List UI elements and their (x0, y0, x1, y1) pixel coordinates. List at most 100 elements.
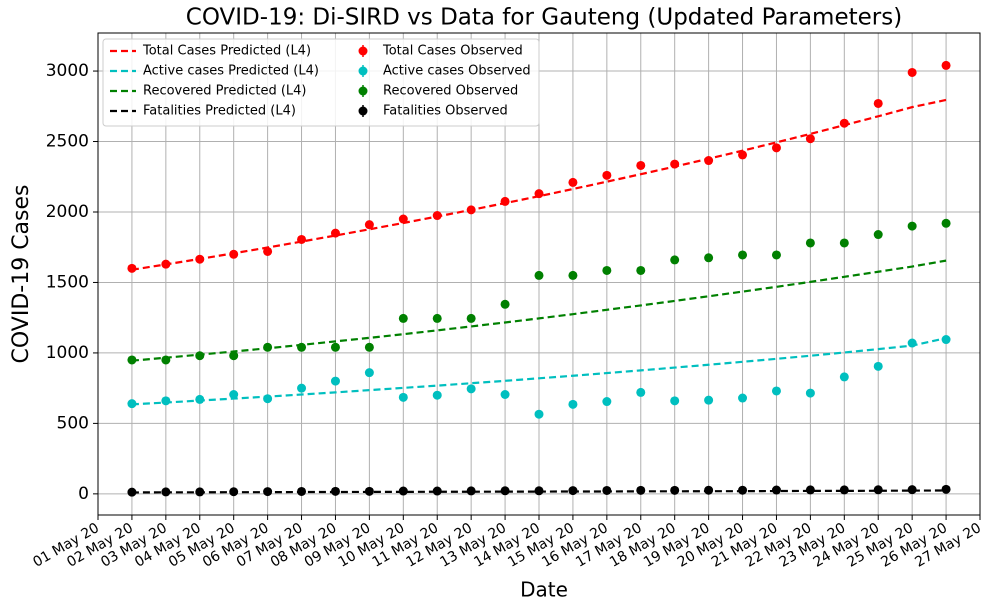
y-tick-label: 0 (78, 484, 89, 504)
observed-point (771, 386, 781, 396)
plot-frame (97, 32, 981, 516)
observed-point (907, 67, 917, 77)
observed-point (466, 313, 476, 323)
observed-point (263, 342, 273, 352)
observed-point (873, 485, 883, 495)
legend-swatch (358, 86, 368, 96)
observed-point (127, 399, 137, 409)
legend-label: Active cases Predicted (L4) (143, 64, 319, 79)
observed-point (364, 220, 374, 230)
observed-point (297, 234, 307, 244)
legend-box (102, 38, 540, 127)
observed-point (432, 313, 442, 323)
y-tick-label: 500 (57, 413, 89, 433)
legend: Total Cases Predicted (L4) Active cases P… (102, 38, 540, 127)
observed-point (602, 265, 612, 275)
observed-point (907, 221, 917, 231)
legend-label: Recovered Observed (383, 84, 518, 99)
observed-point (229, 351, 239, 361)
observed-point (229, 390, 239, 399)
observed-point (534, 189, 544, 199)
observed-point (670, 485, 680, 495)
observed-point (738, 250, 748, 260)
observed-point (771, 485, 781, 495)
observed-point (771, 250, 781, 260)
observed-point (330, 228, 340, 238)
legend-label: Recovered Predicted (L4) (143, 84, 307, 99)
observed-point (568, 177, 578, 187)
observed-point (805, 238, 815, 248)
observed-point (907, 338, 917, 348)
observed-point (805, 388, 815, 398)
observed-point (534, 486, 544, 496)
y-tick-label: 2000 (46, 202, 89, 222)
observed-point (297, 486, 307, 496)
observed-point (941, 335, 951, 345)
legend-label: Total Cases Predicted (L4) (142, 44, 311, 59)
observed-point (771, 143, 781, 153)
observed-point (602, 485, 612, 495)
observed-point (704, 253, 714, 263)
observed-point (670, 396, 680, 406)
observed-point (398, 214, 408, 224)
observed-point (670, 159, 680, 169)
observed-point (670, 255, 680, 265)
observed-point (263, 246, 273, 256)
observed-point (941, 484, 951, 494)
observed-point (127, 355, 137, 365)
observed-point (839, 485, 849, 495)
observed-point (195, 254, 205, 264)
observed-point (432, 390, 442, 400)
observed-point (534, 409, 544, 419)
observed-point (602, 170, 612, 180)
observed-point (873, 230, 883, 240)
x-axis-label: Date (520, 578, 568, 602)
observed-point (229, 487, 239, 497)
observed-point (229, 249, 239, 259)
observed-point (330, 342, 340, 352)
observed-point (297, 342, 307, 352)
observed-point (839, 118, 849, 128)
observed-point (364, 342, 374, 352)
observed-point (636, 387, 646, 397)
observed-point (907, 485, 917, 495)
observed-point (602, 397, 612, 407)
observed-point (568, 270, 578, 280)
observed-point (636, 160, 646, 170)
observed-point (195, 351, 205, 361)
observed-point (466, 486, 476, 496)
observed-point (636, 265, 646, 275)
y-axis-label: COVID-19 Cases (9, 185, 34, 364)
observed-point (805, 134, 815, 144)
legend-label: Active cases Observed (383, 64, 531, 79)
observed-point (636, 485, 646, 495)
observed-point (738, 485, 748, 495)
legend-label: Fatalities Predicted (L4) (143, 104, 296, 119)
chart-title: COVID-19: Di-SIRD vs Data for Gauteng (U… (186, 5, 902, 31)
observed-point (364, 368, 374, 378)
observed-point (704, 485, 714, 495)
observed-point (398, 313, 408, 323)
observed-point (432, 211, 442, 221)
observed-point (500, 390, 510, 399)
observed-point (161, 259, 171, 269)
observed-point (466, 384, 476, 394)
observed-point (432, 486, 442, 496)
observed-point (500, 486, 510, 496)
observed-point (738, 150, 748, 160)
observed-point (330, 376, 340, 386)
observed-point (941, 60, 951, 70)
observed-point (738, 393, 748, 403)
observed-point (941, 218, 951, 228)
observed-point (364, 486, 374, 496)
observed-point (161, 355, 171, 365)
observed-point (500, 196, 510, 206)
observed-point (263, 394, 273, 404)
observed-point (805, 485, 815, 495)
observed-point (195, 487, 205, 497)
legend-label: Fatalities Observed (383, 104, 508, 119)
y-tick-label: 3000 (46, 61, 89, 81)
observed-point (568, 486, 578, 496)
observed-point (161, 396, 171, 406)
